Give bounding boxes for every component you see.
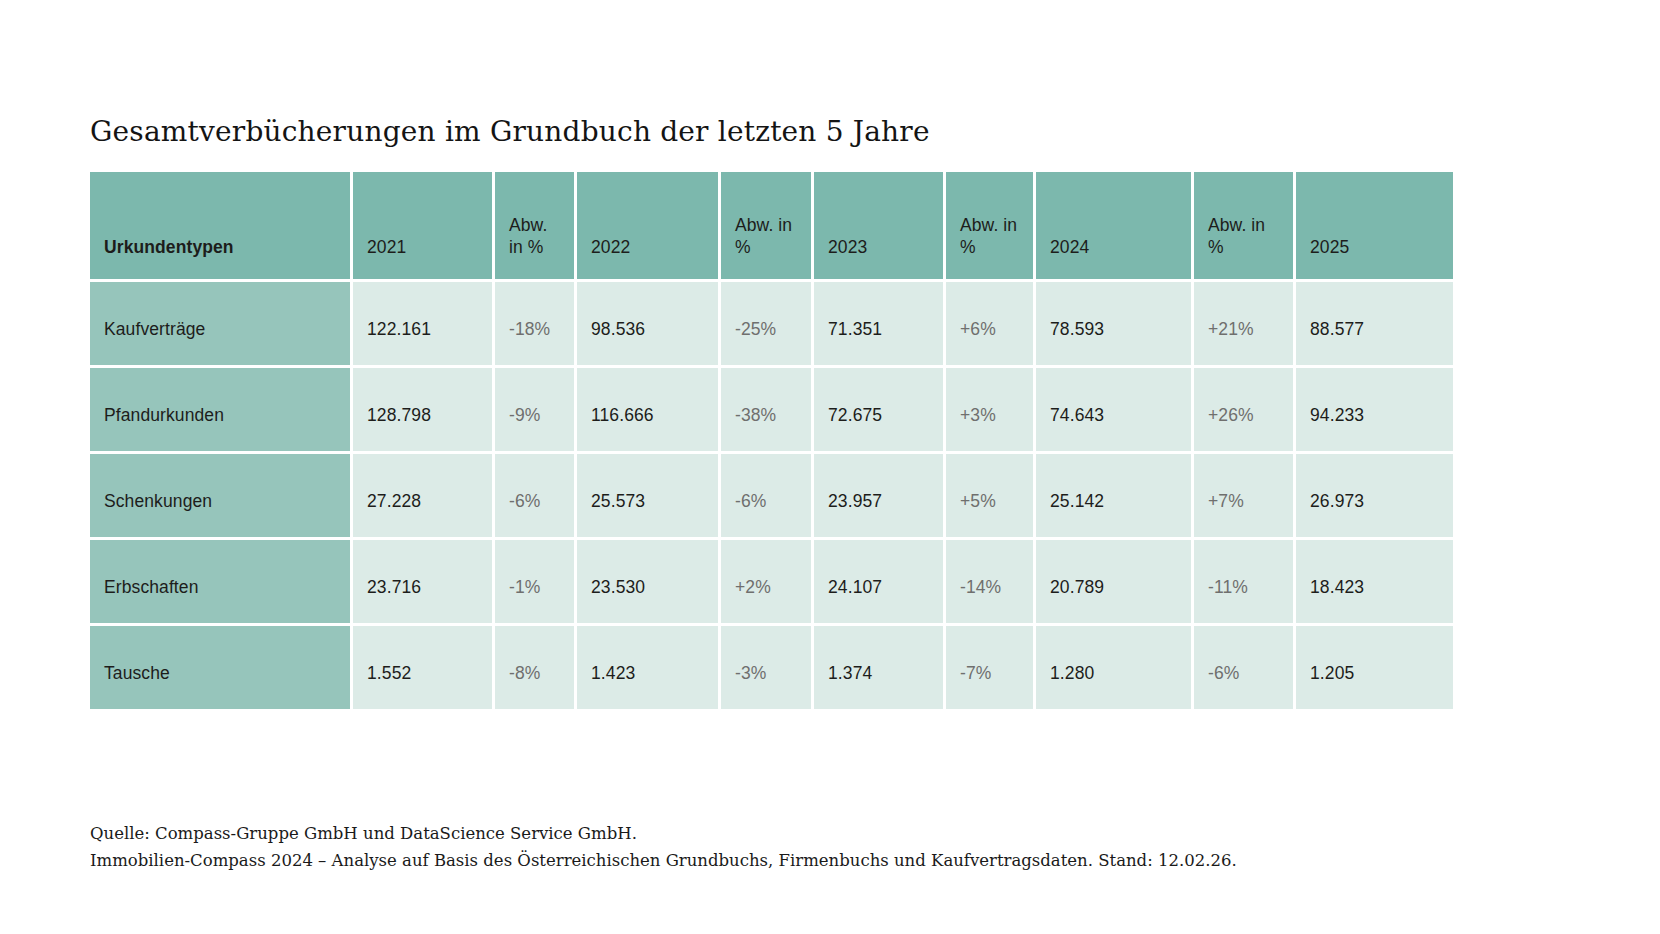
column-header: 2023 <box>814 172 943 279</box>
deviation-cell: -6% <box>1194 626 1293 709</box>
land-register-table: Urkundentypen2021Abw. in %2022Abw. in %2… <box>90 172 1453 709</box>
source-line: Quelle: Compass-Gruppe GmbH und DataScie… <box>90 820 1237 847</box>
column-header: Abw. in % <box>1194 172 1293 279</box>
value-cell: 122.161 <box>353 282 492 365</box>
row-label: Kaufverträge <box>90 282 350 365</box>
deviation-cell: -38% <box>721 368 811 451</box>
value-cell: 27.228 <box>353 454 492 537</box>
value-cell: 1.374 <box>814 626 943 709</box>
value-cell: 24.107 <box>814 540 943 623</box>
row-label: Tausche <box>90 626 350 709</box>
deviation-cell: -6% <box>721 454 811 537</box>
value-cell: 71.351 <box>814 282 943 365</box>
deviation-cell: +6% <box>946 282 1033 365</box>
column-header: Abw. in % <box>946 172 1033 279</box>
deviation-cell: -11% <box>1194 540 1293 623</box>
analysis-line: Immobilien-Compass 2024 – Analyse auf Ba… <box>90 847 1237 874</box>
deviation-cell: -8% <box>495 626 574 709</box>
column-header: 2025 <box>1296 172 1453 279</box>
deviation-cell: -9% <box>495 368 574 451</box>
value-cell: 26.973 <box>1296 454 1453 537</box>
column-header: Abw. in % <box>721 172 811 279</box>
column-header: 2024 <box>1036 172 1191 279</box>
value-cell: 88.577 <box>1296 282 1453 365</box>
column-header-row-label: Urkundentypen <box>90 172 350 279</box>
deviation-cell: +7% <box>1194 454 1293 537</box>
deviation-cell: -6% <box>495 454 574 537</box>
value-cell: 1.423 <box>577 626 718 709</box>
deviation-cell: -7% <box>946 626 1033 709</box>
page-title: Gesamtverbücherungen im Grundbuch der le… <box>90 115 930 148</box>
value-cell: 128.798 <box>353 368 492 451</box>
deviation-cell: -14% <box>946 540 1033 623</box>
value-cell: 1.552 <box>353 626 492 709</box>
deviation-cell: +3% <box>946 368 1033 451</box>
value-cell: 25.142 <box>1036 454 1191 537</box>
row-label: Schenkungen <box>90 454 350 537</box>
deviation-cell: +2% <box>721 540 811 623</box>
column-header: Abw. in % <box>495 172 574 279</box>
value-cell: 23.957 <box>814 454 943 537</box>
value-cell: 94.233 <box>1296 368 1453 451</box>
deviation-cell: -3% <box>721 626 811 709</box>
value-cell: 25.573 <box>577 454 718 537</box>
row-label: Erbschaften <box>90 540 350 623</box>
value-cell: 23.716 <box>353 540 492 623</box>
value-cell: 20.789 <box>1036 540 1191 623</box>
column-header: 2021 <box>353 172 492 279</box>
value-cell: 78.593 <box>1036 282 1191 365</box>
deviation-cell: -18% <box>495 282 574 365</box>
deviation-cell: +5% <box>946 454 1033 537</box>
deviation-cell: -25% <box>721 282 811 365</box>
value-cell: 98.536 <box>577 282 718 365</box>
column-header: 2022 <box>577 172 718 279</box>
value-cell: 116.666 <box>577 368 718 451</box>
value-cell: 18.423 <box>1296 540 1453 623</box>
value-cell: 1.280 <box>1036 626 1191 709</box>
value-cell: 1.205 <box>1296 626 1453 709</box>
value-cell: 72.675 <box>814 368 943 451</box>
value-cell: 74.643 <box>1036 368 1191 451</box>
deviation-cell: +21% <box>1194 282 1293 365</box>
value-cell: 23.530 <box>577 540 718 623</box>
source-footer: Quelle: Compass-Gruppe GmbH und DataScie… <box>90 820 1237 874</box>
deviation-cell: -1% <box>495 540 574 623</box>
row-label: Pfandurkunden <box>90 368 350 451</box>
deviation-cell: +26% <box>1194 368 1293 451</box>
